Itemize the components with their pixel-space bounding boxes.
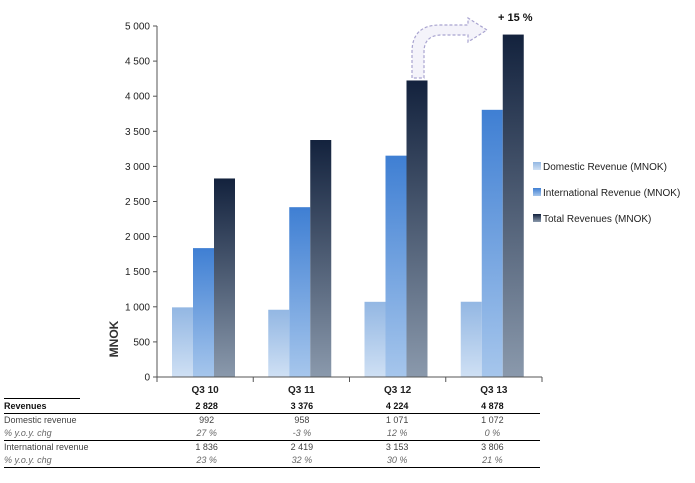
- table-cell: 3 806: [481, 442, 504, 452]
- table-cell: 21 %: [444, 454, 540, 468]
- bar-domestic-1: [268, 309, 290, 377]
- table-row: Domestic revenue 992 958 1 071 1 072: [4, 414, 540, 428]
- bar-domestic-3: [460, 301, 482, 377]
- y-tick-label: 0: [144, 373, 150, 384]
- bar-total-3: [502, 34, 524, 378]
- growth-arrow-icon: [411, 16, 489, 79]
- table-row-label: Domestic revenue: [4, 415, 77, 425]
- legend-label: Domestic Revenue (MNOK): [543, 162, 667, 173]
- bar-international-1: [289, 207, 311, 377]
- legend-swatch: [533, 162, 541, 170]
- revenue-chart: 0 500 1 000 1 500 2 000 2 500 3 000 3 500 4 000 4…: [107, 12, 680, 396]
- table-cell: 12 %: [349, 427, 445, 441]
- legend-swatch: [533, 188, 541, 196]
- bar-international-2: [385, 155, 407, 377]
- table-row-label: % y.o.y. chg: [4, 427, 159, 441]
- table-cell: -3 %: [254, 427, 350, 441]
- bar-total-1: [310, 140, 332, 377]
- y-tick-label: 3 500: [125, 127, 150, 138]
- y-tick-label: 1 500: [125, 267, 150, 278]
- bar-total-0: [214, 178, 235, 377]
- table-cell: 3 376: [254, 400, 350, 414]
- y-tick-label: 500: [133, 337, 150, 348]
- bar-domestic-2: [364, 301, 386, 377]
- table-row-label: Revenues: [4, 400, 159, 414]
- table-cell: 27 %: [159, 427, 255, 441]
- legend: Domestic Revenue (MNOK) International Rev…: [533, 162, 680, 225]
- table-top-rule: [4, 398, 80, 399]
- y-axis-label: MNOK: [107, 320, 121, 357]
- legend-swatch: [533, 214, 541, 222]
- table-row-label: % y.o.y. chg: [4, 454, 159, 468]
- bar-international-0: [193, 248, 214, 377]
- y-tick-label: 3 000: [125, 162, 150, 173]
- revenue-table: Revenues 2 828 3 376 4 224 4 878 Domestic rev…: [4, 400, 540, 468]
- table-cell: 1 072: [481, 415, 504, 425]
- y-tick-label: 5 000: [125, 22, 150, 33]
- bar-total-2: [406, 80, 428, 378]
- table-cell: 1 071: [385, 415, 409, 425]
- table-row: International revenue 1 836 2 419 3 153 3 80…: [4, 441, 540, 455]
- x-category-label: Q3 13: [480, 385, 508, 396]
- x-category-label: Q3 11: [288, 385, 315, 396]
- y-tick-label: 2 500: [125, 197, 150, 208]
- bar-international-3: [481, 109, 503, 378]
- table-row: % y.o.y. chg 23 % 32 % 30 % 21 %: [4, 454, 540, 468]
- table-cell: 4 878: [444, 400, 540, 414]
- legend-label: Total Revenues (MNOK): [543, 214, 651, 225]
- table-row: % y.o.y. chg 27 % -3 % 12 % 0 %: [4, 427, 540, 441]
- table-cell: 2 419: [290, 442, 314, 452]
- y-tick-label: 2 000: [125, 232, 150, 243]
- table-row: Revenues 2 828 3 376 4 224 4 878: [4, 400, 540, 414]
- table-cell: 3 153: [385, 442, 409, 452]
- y-axis: 0 500 1 000 1 500 2 000 2 500 3 000 3 500 4 000 4…: [125, 22, 158, 384]
- table-cell: 958: [294, 415, 310, 425]
- x-category-label: Q3 10: [192, 385, 220, 396]
- x-axis: Q3 10 Q3 11 Q3 12 Q3 13: [156, 376, 543, 396]
- table-cell: 4 224: [349, 400, 445, 414]
- growth-annotation: + 15 %: [498, 12, 533, 24]
- bar-domestic-0: [172, 307, 193, 377]
- table-row-label: International revenue: [4, 442, 89, 452]
- bars: [172, 34, 524, 378]
- y-tick-label: 4 000: [125, 92, 150, 103]
- x-category-label: Q3 12: [384, 385, 412, 396]
- legend-label: International Revenue (MNOK): [543, 188, 680, 199]
- table-cell: 0 %: [444, 427, 540, 441]
- table-cell: 30 %: [349, 454, 445, 468]
- y-tick-label: 1 000: [125, 302, 150, 313]
- table-cell: 32 %: [254, 454, 350, 468]
- table-cell: 2 828: [159, 400, 255, 414]
- y-tick-label: 4 500: [125, 57, 150, 68]
- table-cell: 992: [199, 415, 215, 425]
- table-cell: 23 %: [159, 454, 255, 468]
- table-cell: 1 836: [195, 442, 218, 452]
